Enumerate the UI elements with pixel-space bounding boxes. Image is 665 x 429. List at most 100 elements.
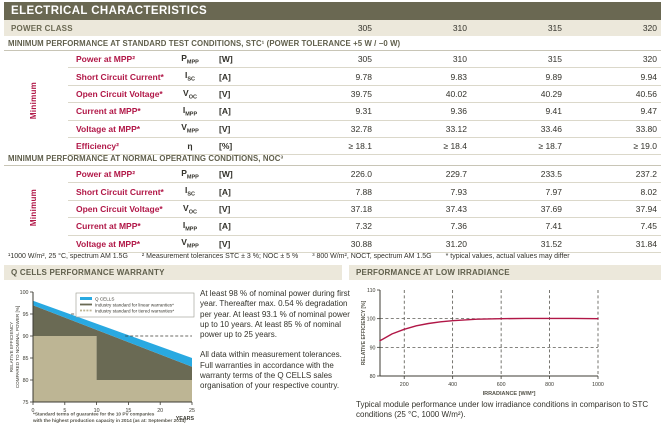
svg-text:1000: 1000 xyxy=(592,382,604,388)
cell-value: ≥ 19.0 xyxy=(633,141,657,152)
svg-text:RELATIVE EFFICIENCY [%]: RELATIVE EFFICIENCY [%] xyxy=(361,300,367,365)
cell-value: 9.36 xyxy=(450,106,467,117)
table-row: Short Circuit Current* ISC [A] 9.78 9.83 9.89… xyxy=(68,68,661,86)
cell-value: 233.5 xyxy=(540,169,562,180)
cell-value: 40.56 xyxy=(635,88,657,99)
cell-value: 7.97 xyxy=(545,186,562,197)
row-values: 9.31 9.36 9.41 9.47 xyxy=(281,106,661,116)
noc-table: Power at MPP² PMPP [W] 226.0 229.7 233.5 237.2… xyxy=(4,166,661,253)
cell-value: 9.78 xyxy=(355,71,372,82)
row-unit: [A] xyxy=(219,186,231,197)
svg-text:with the highest production ca: with the highest production capacity in … xyxy=(32,418,186,423)
svg-text:85: 85 xyxy=(23,356,29,362)
table-row: Short Circuit Current* ISC [A] 7.88 7.93 7.97… xyxy=(68,183,661,201)
svg-text:Industry standard for linear w: Industry standard for linear warranties* xyxy=(95,302,174,307)
cell-value: 9.41 xyxy=(545,106,562,117)
row-unit: [A] xyxy=(219,71,231,82)
row-values: 226.0 229.7 233.5 237.2 xyxy=(281,169,661,179)
row-label: Efficiency² xyxy=(76,141,119,152)
svg-text:80: 80 xyxy=(370,374,376,380)
cell-value: 7.88 xyxy=(355,186,372,197)
power-class-value: 310 xyxy=(452,23,467,33)
row-values: 30.88 31.20 31.52 31.84 xyxy=(281,239,661,249)
low-irradiance-chart: 110 100 90 80 200 400 600 800 1000 IRRADIANCE [W/… xyxy=(358,284,620,397)
row-label: Current at MPP* xyxy=(76,106,141,117)
cell-value: 40.29 xyxy=(540,88,562,99)
table-row: Power at MPP² PMPP [W] 305 310 315 320 xyxy=(68,51,661,69)
cell-value: 305 xyxy=(357,54,372,65)
svg-text:5: 5 xyxy=(63,408,66,414)
row-symbol: VMPP xyxy=(181,122,199,136)
svg-text:Industry standard for tiered w: Industry standard for tiered warranties* xyxy=(95,308,174,313)
table-row: Voltage at MPP* VMPP [V] 32.78 33.12 33.46 33.… xyxy=(68,121,661,138)
svg-text:80: 80 xyxy=(23,378,29,384)
cell-value: 33.12 xyxy=(445,123,467,134)
svg-text:200: 200 xyxy=(400,382,409,388)
cell-value: 9.47 xyxy=(640,106,657,117)
cell-value: 7.45 xyxy=(640,221,657,232)
page-title: ELECTRICAL CHARACTERISTICS xyxy=(11,5,208,17)
row-symbol: IMPP xyxy=(182,105,198,118)
row-values: 32.78 33.12 33.46 33.80 xyxy=(281,124,661,134)
cell-value: 37.43 xyxy=(445,203,467,214)
cell-value: 39.75 xyxy=(350,88,372,99)
row-label: Voltage at MPP* xyxy=(76,123,141,134)
cell-value: 9.31 xyxy=(355,106,372,117)
svg-text:Q CELLS: Q CELLS xyxy=(95,296,114,301)
svg-text:15: 15 xyxy=(125,408,131,414)
svg-text:100: 100 xyxy=(367,317,376,323)
cell-value: 37.94 xyxy=(635,203,657,214)
cell-value: 226.0 xyxy=(350,169,372,180)
power-class-row: POWER CLASS 305 310 315 320 xyxy=(4,20,661,36)
row-values: 7.32 7.36 7.41 7.45 xyxy=(281,221,661,231)
table-row: Current at MPP* IMPP [A] 7.32 7.36 7.41 7.45 xyxy=(68,218,661,236)
svg-text:400: 400 xyxy=(448,382,457,388)
svg-text:YEARS: YEARS xyxy=(176,416,195,422)
row-symbol: PMPP xyxy=(181,52,199,66)
svg-text:75: 75 xyxy=(23,400,29,406)
stc-section-header: MINIMUM PERFORMANCE AT STANDARD TEST CON… xyxy=(4,36,661,51)
row-values: 7.88 7.93 7.97 8.02 xyxy=(281,187,661,197)
cell-value: 30.88 xyxy=(350,238,372,249)
row-label: Power at MPP² xyxy=(76,54,136,65)
row-unit: [V] xyxy=(219,203,231,214)
row-symbol: ISC xyxy=(184,185,195,198)
row-unit: [V] xyxy=(219,123,231,134)
table-row: Power at MPP² PMPP [W] 226.0 229.7 233.5 237.2 xyxy=(68,166,661,184)
svg-text:RELATIVE EFFICIENCY: RELATIVE EFFICIENCY xyxy=(9,322,14,372)
row-values: 305 310 315 320 xyxy=(281,54,661,64)
row-label: Voltage at MPP* xyxy=(76,238,141,249)
row-label: Open Circuit Voltage* xyxy=(76,88,163,99)
row-symbol: ISC xyxy=(184,70,195,83)
row-unit: [V] xyxy=(219,238,231,249)
table-row: Voltage at MPP* VMPP [V] 30.88 31.20 31.52 31.… xyxy=(68,236,661,253)
noc-section-header: MINIMUM PERFORMANCE AT NORMAL OPERATING … xyxy=(4,151,661,166)
cell-value: 7.36 xyxy=(450,221,467,232)
cell-value: 320 xyxy=(642,54,657,65)
row-label: Short Circuit Current* xyxy=(76,71,164,82)
svg-text:800: 800 xyxy=(545,382,554,388)
cell-value: 9.94 xyxy=(640,71,657,82)
svg-text:110: 110 xyxy=(367,288,375,294)
row-symbol: η xyxy=(187,141,193,152)
power-class-value: 320 xyxy=(642,23,657,33)
svg-text:25: 25 xyxy=(189,408,195,414)
power-class-label: POWER CLASS xyxy=(11,23,73,33)
svg-text:90: 90 xyxy=(370,345,376,351)
power-class-value: 305 xyxy=(357,23,372,33)
cell-value: 315 xyxy=(547,54,562,65)
footnote-item: ³ 800 W/m², NOCT, spectrum AM 1.5G xyxy=(312,252,432,260)
row-unit: [W] xyxy=(219,169,233,180)
row-label: Short Circuit Current* xyxy=(76,186,164,197)
row-label: Current at MPP* xyxy=(76,221,141,232)
svg-text:*Standard terms of guarantee f: *Standard terms of guarantee for the 10 … xyxy=(33,412,155,417)
table-row: Open Circuit Voltage* VOC [V] 37.18 37.43 37.… xyxy=(68,201,661,219)
stc-table: Power at MPP² PMPP [W] 305 310 315 320 Short Ci… xyxy=(4,51,661,156)
row-values: 39.75 40.02 40.29 40.56 xyxy=(281,89,661,99)
row-unit: [V] xyxy=(219,88,231,99)
svg-text:90: 90 xyxy=(23,334,29,340)
cell-value: 7.41 xyxy=(545,221,562,232)
cell-value: 40.02 xyxy=(445,88,467,99)
cell-value: 7.32 xyxy=(355,221,372,232)
